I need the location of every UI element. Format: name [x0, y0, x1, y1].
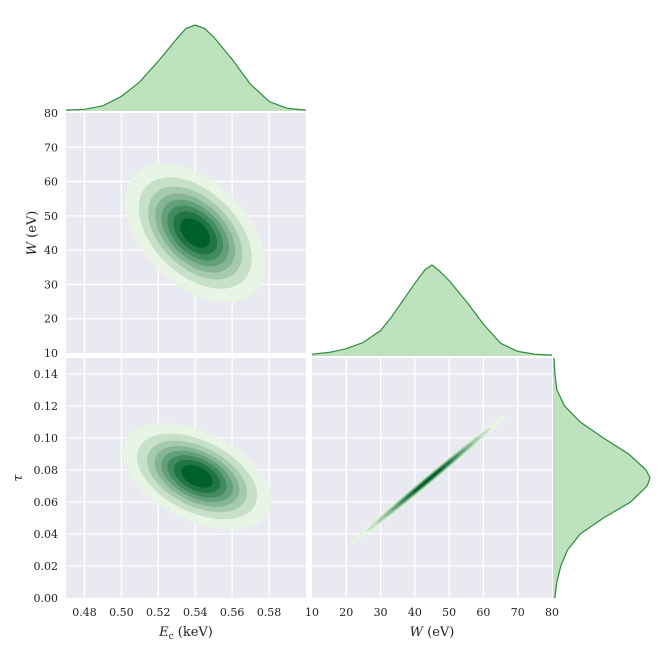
tick-label-w-x: 80: [545, 606, 559, 619]
xlabel-w: W (eV): [410, 625, 455, 640]
tick-label-tau: 0.00: [34, 592, 59, 605]
joint-ec-w-panel: [66, 113, 306, 353]
tick-label-w-y: 20: [44, 313, 58, 326]
marginal-line: [65, 24, 307, 111]
tick-label-w-y: 60: [44, 176, 58, 189]
marginal-fill: [66, 25, 306, 111]
tick-label-tau: 0.06: [34, 496, 59, 509]
tick-label-w-y: 30: [44, 278, 58, 291]
tick-label-tau: 0.02: [34, 560, 59, 573]
density-contour: [412, 465, 445, 494]
tick-label-w-x: 60: [476, 606, 490, 619]
tick-label-w-y: 80: [44, 107, 58, 120]
tick-label-w-x: 70: [511, 606, 525, 619]
tick-label-tau: 0.04: [34, 528, 59, 541]
tick-label-tau: 0.14: [34, 368, 59, 381]
tick-label-w-x: 50: [442, 606, 456, 619]
tick-label-w-x: 20: [339, 606, 353, 619]
ylabel-tau: τ: [11, 474, 26, 482]
marginal-line: [311, 264, 553, 356]
tick-label-tau: 0.10: [34, 432, 59, 445]
marginal-w-plot: [311, 264, 553, 356]
marginal-ec-plot: [65, 24, 307, 111]
tick-label-ec: 0.52: [146, 606, 171, 619]
joint-w-tau-panel: [312, 358, 552, 598]
ylabel-w: W (eV): [25, 211, 40, 256]
density-contour: [180, 218, 211, 248]
joint-ec-tau-panel: [66, 358, 306, 598]
tick-label-w-y: 70: [44, 141, 58, 154]
tick-label-ec: 0.54: [183, 606, 208, 619]
tick-label-tau: 0.08: [34, 464, 59, 477]
marginal-fill: [553, 358, 650, 598]
tick-label-w-y: 10: [44, 347, 58, 360]
marginal-line: [553, 357, 651, 599]
tick-labels: 0.48 0.50 0.52 0.54 0.56 0.58 10 20 30 40 50 60 70 80…: [34, 107, 560, 619]
tick-label-ec: 0.48: [72, 606, 97, 619]
tick-label-ec: 0.56: [220, 606, 245, 619]
density-contour: [181, 465, 213, 488]
marginal-tau-plot: [553, 357, 651, 599]
marginal-fill: [312, 265, 552, 356]
tick-label-ec: 0.58: [257, 606, 282, 619]
tick-label-w-x: 30: [374, 606, 388, 619]
tick-label-tau: 0.12: [34, 400, 59, 413]
tick-label-w-x: 10: [305, 606, 319, 619]
tick-label-w-x: 40: [408, 606, 422, 619]
tick-label-w-y: 40: [44, 244, 58, 257]
tick-label-ec: 0.50: [109, 606, 134, 619]
xlabel-ec: Ec (keV): [158, 625, 213, 642]
tick-label-w-y: 50: [44, 210, 58, 223]
